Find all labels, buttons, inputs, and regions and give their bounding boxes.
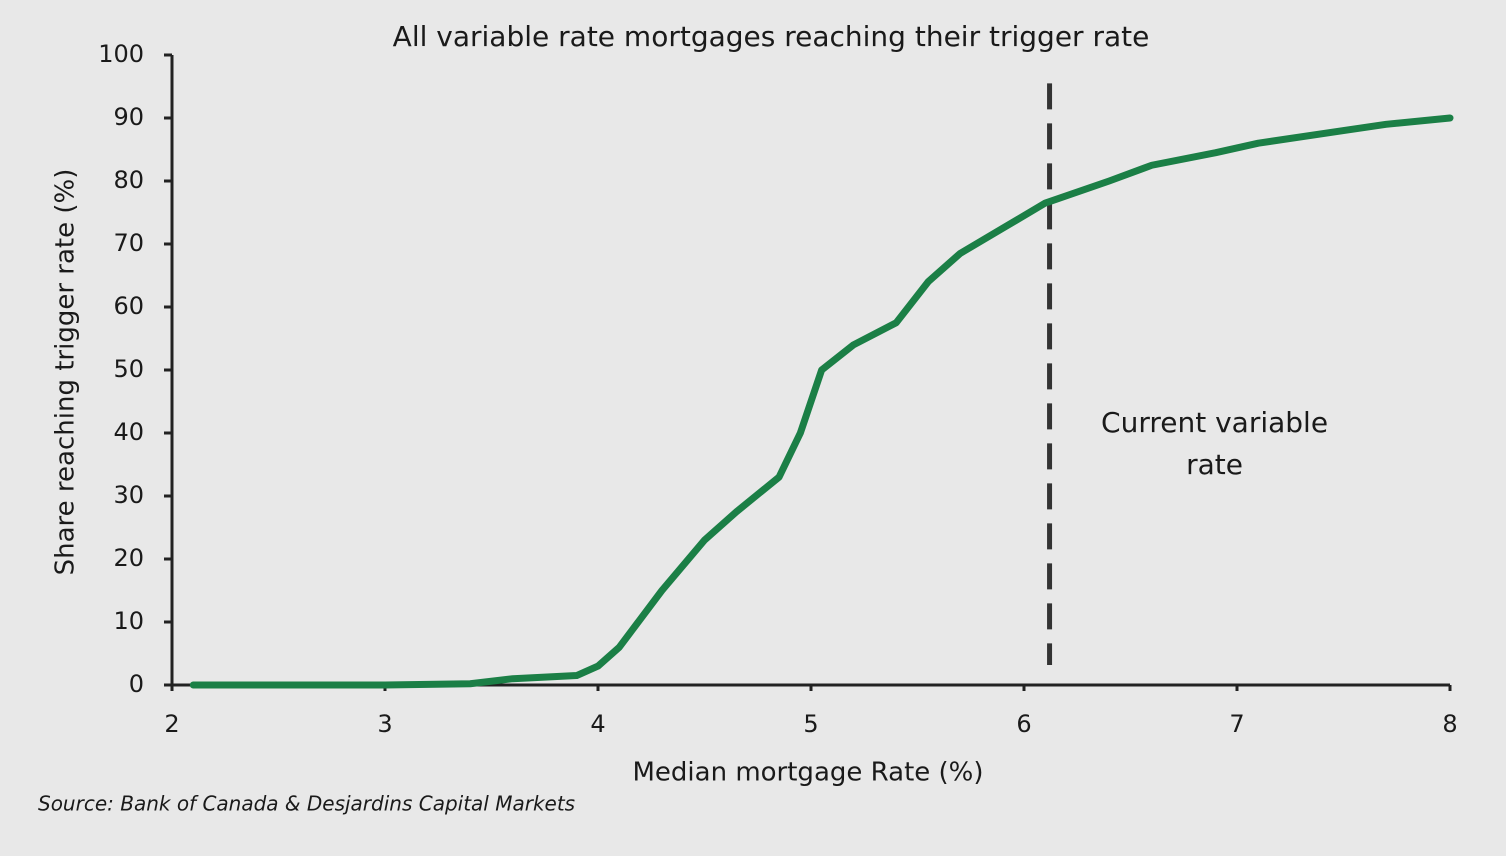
y-tick-label: 90: [113, 103, 144, 131]
y-tick-label: 80: [113, 166, 144, 194]
x-tick-label: 8: [1442, 710, 1457, 738]
chart-title: All variable rate mortgages reaching the…: [393, 20, 1150, 53]
annotation: rate: [1186, 448, 1243, 481]
x-tick-label: 7: [1229, 710, 1244, 738]
data-line: [189, 114, 1454, 689]
x-axis-label: Median mortgage Rate (%): [632, 758, 983, 788]
y-tick-label: 50: [113, 355, 144, 383]
x-tick-label: 6: [1016, 710, 1031, 738]
y-tick-label: 20: [113, 544, 144, 572]
y-tick-label: 0: [129, 670, 144, 698]
annotation: Current variable: [1101, 406, 1328, 439]
y-tick-label: 30: [113, 481, 144, 509]
x-tick-label: 3: [377, 710, 392, 738]
y-tick-label: 40: [113, 418, 144, 446]
y-tick-label: 70: [113, 229, 144, 257]
y-tick-label: 100: [98, 40, 144, 68]
source-note: Source: Bank of Canada & Desjardins Capi…: [38, 792, 575, 816]
x-tick-label: 4: [590, 710, 605, 738]
x-tick-label: 5: [803, 710, 818, 738]
y-tick-label: 10: [113, 607, 144, 635]
y-axis-label: Share reaching trigger rate (%): [51, 169, 81, 576]
x-tick-label: 2: [164, 710, 179, 738]
y-tick-label: 60: [113, 292, 144, 320]
